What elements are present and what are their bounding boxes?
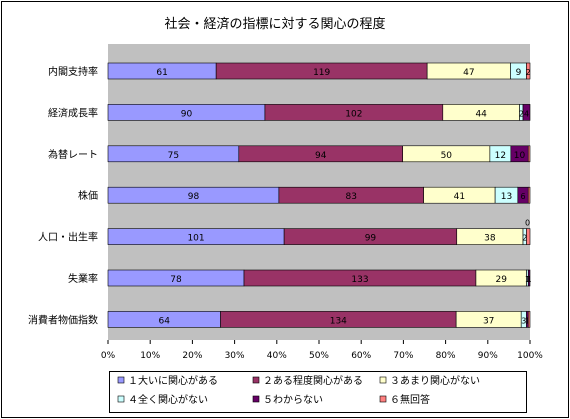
data-label: 38	[484, 234, 496, 244]
category-label: 経済成長率	[48, 106, 98, 119]
data-label: 75	[168, 151, 179, 161]
bar-segment	[527, 269, 531, 287]
legend-item: １大いに関心がある	[128, 374, 218, 387]
x-tick-label: 90%	[478, 351, 498, 361]
data-label: 47	[463, 68, 474, 78]
data-label: 78	[170, 275, 182, 285]
legend-swatch	[379, 376, 387, 384]
data-label: 29	[496, 275, 508, 285]
category-label: 消費者物価指数	[28, 313, 98, 326]
category-label: 失業率	[68, 272, 98, 285]
data-label: 44	[475, 109, 487, 119]
legend-item: ３あまり関心がない	[390, 374, 480, 387]
category-label: 人口・出生率	[38, 231, 98, 244]
bar-segment	[527, 311, 531, 328]
x-tick-label: 30%	[225, 351, 245, 361]
data-label: 37	[483, 316, 494, 326]
data-label: 61	[156, 68, 167, 78]
data-label: 90	[181, 109, 193, 119]
x-tick-label: 60%	[351, 351, 371, 361]
data-label: 3	[521, 316, 526, 325]
data-label: 10	[514, 151, 526, 161]
data-label: 4	[524, 109, 529, 118]
category-label: 株価	[78, 189, 98, 202]
x-tick-label: 20%	[182, 351, 202, 361]
legend-swatch	[252, 395, 260, 403]
data-label: 1	[525, 316, 530, 325]
legend-swatch	[379, 395, 387, 403]
x-tick-label: 40%	[267, 351, 287, 361]
data-label: 101	[187, 234, 204, 244]
data-label: 133	[351, 275, 368, 285]
data-label: 2	[519, 109, 524, 118]
data-label: 50	[441, 151, 453, 161]
bar-segment	[526, 228, 531, 245]
data-label: 1	[525, 275, 530, 284]
bar-segment	[527, 145, 531, 163]
legend-item: ２ある程度関心がある	[263, 374, 363, 387]
legend-item: ５わからない	[263, 394, 323, 406]
data-label: 9	[516, 68, 522, 78]
legend-box	[109, 371, 527, 413]
data-label: 119	[313, 68, 330, 78]
legend-item: ６無回答	[390, 393, 430, 406]
legend-swatch	[117, 395, 125, 403]
data-label: 64	[159, 316, 171, 326]
data-label: 2	[522, 234, 527, 243]
bar-segment	[527, 186, 531, 204]
data-label: 83	[346, 192, 357, 202]
x-tick-label: 100%	[517, 351, 543, 361]
data-label: 98	[188, 192, 200, 202]
data-label: 1	[527, 275, 532, 284]
category-label: 為替レート	[48, 148, 98, 161]
data-label: 2	[526, 68, 531, 77]
data-label: 12	[495, 151, 506, 161]
x-tick-label: 70%	[393, 351, 413, 361]
legend-swatch	[252, 376, 260, 384]
chart-title: 社会・経済の指標に対する関心の程度	[164, 16, 385, 32]
x-tick-label: 0%	[101, 351, 116, 361]
data-label: 99	[365, 234, 377, 244]
bar-segment	[526, 62, 531, 80]
category-label: 内閣支持率	[48, 65, 98, 78]
data-label: 0	[525, 219, 530, 228]
x-tick-label: 80%	[436, 351, 456, 361]
bar-segment	[522, 104, 531, 121]
data-label: 41	[454, 192, 465, 202]
x-axis-ticks: 0% 10% 20% 30% 40% 50% 60% 70% 80% 90% 100%	[101, 340, 543, 361]
data-label: 94	[315, 151, 327, 161]
data-label: 134	[330, 316, 347, 326]
legend-swatch	[117, 376, 125, 384]
data-label: 102	[345, 109, 362, 119]
x-tick-label: 10%	[140, 351, 160, 361]
data-label: 6	[520, 192, 525, 201]
data-label: 13	[501, 192, 512, 202]
x-tick-label: 50%	[309, 351, 329, 361]
legend-item: ４全く関心がない	[128, 393, 208, 406]
legend: １大いに関心がある ２ある程度関心がある ３あまり関心がない ４全く関心がない ５わから…	[117, 374, 480, 406]
